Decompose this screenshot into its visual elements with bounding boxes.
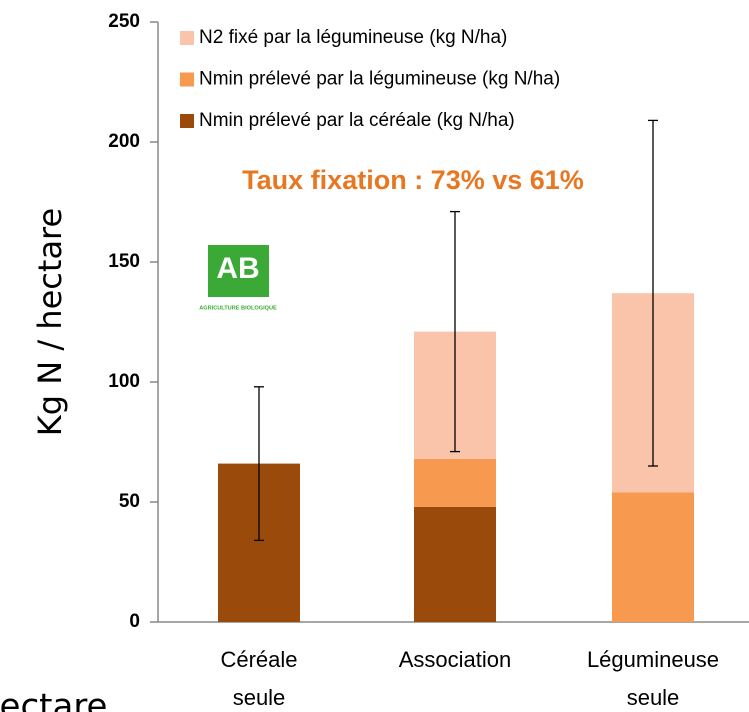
x-tick-label: Céréale seule <box>220 647 297 710</box>
bar-segment <box>612 492 694 622</box>
legend-label: Nmin prélevé par la céréale (kg N/ha) <box>199 110 515 131</box>
annotation: Taux fixation : 73% vs 61% <box>242 165 584 195</box>
y-tick-label: 50 <box>119 491 140 512</box>
legend-swatch <box>180 72 194 87</box>
y-tick-label: 250 <box>108 11 140 32</box>
logo-sub-box <box>208 298 269 318</box>
x-tick-line: Légumineuse <box>587 647 719 672</box>
y-tick-label: 0 <box>129 611 140 632</box>
x-tick-line: seule <box>233 685 286 710</box>
logo: AB AGRICULTURE BIOLOGIQUE <box>199 245 277 318</box>
y-tick-label: 150 <box>108 251 140 272</box>
logo-box <box>208 245 269 297</box>
x-tick-line: seule <box>627 685 680 710</box>
x-tick-line: Céréale <box>220 647 297 672</box>
x-tick-label: Association <box>399 647 512 672</box>
x-tick-label: Légumineuse seule <box>587 647 719 710</box>
y-tick-label: 100 <box>108 371 140 392</box>
logo-text: AB <box>216 252 259 285</box>
legend-swatch <box>180 114 194 128</box>
y-tick-label: 200 <box>108 131 140 152</box>
legend-label: Nmin prélevé par la légumineuse (kg N/ha… <box>199 69 560 90</box>
bar-segment <box>414 458 496 507</box>
legend-label: N2 fixé par la légumineuse (kg N/ha) <box>199 27 507 48</box>
x-tick-line: Association <box>399 647 512 672</box>
legend-swatch <box>180 31 194 45</box>
y-axis-label: Kg N / hectare <box>31 208 69 436</box>
cropped-text: hectare <box>0 687 107 712</box>
logo-subtext: AGRICULTURE BIOLOGIQUE <box>199 305 277 311</box>
bar-segment <box>414 506 496 622</box>
